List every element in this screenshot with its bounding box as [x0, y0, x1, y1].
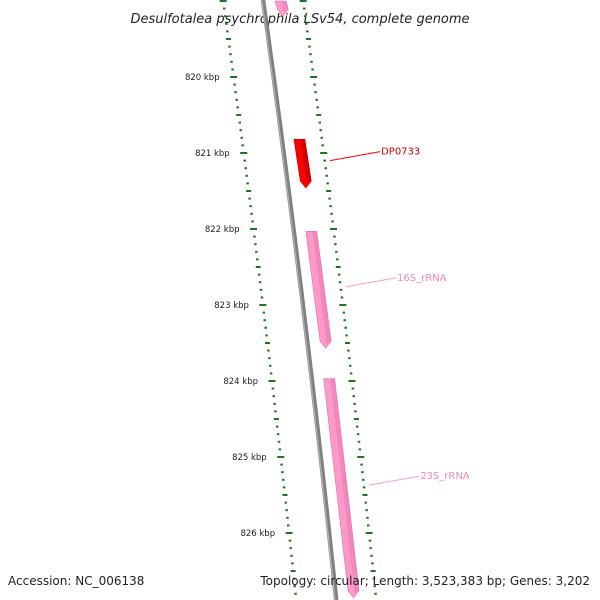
- arrow-shade: [300, 139, 312, 184]
- label-leader: [369, 475, 420, 486]
- tick-label: 820 kbp: [185, 73, 220, 83]
- tick-marks: 820 kbp 821 kbp 822 kbp 823 kbp 824 kbp 825 k…: [185, 0, 377, 595]
- arrow-shade: [281, 1, 289, 12]
- tick-label: 826 kbp: [240, 529, 275, 539]
- feature-label-16s_rrna: 16S_rRNA: [397, 273, 447, 284]
- feature-label-dp0733: DP0733: [381, 147, 420, 158]
- label-leader: [345, 277, 397, 288]
- feature-label-23s_rrna: 23S_rRNA: [420, 471, 470, 482]
- tick-label: 823 kbp: [214, 301, 249, 311]
- label-leader: [330, 151, 381, 162]
- features: [274, 0, 360, 599]
- tick-label: 825 kbp: [232, 453, 267, 463]
- feature-labels: DP0733 16S_rRNA 23S_rRNA: [330, 147, 470, 486]
- backbone-highlight: [261, 0, 336, 600]
- arrow-shade: [330, 378, 359, 594]
- map-title: Desulfotalea psychrophila LSv54, complet…: [130, 12, 469, 27]
- topology-text: Topology: circular; Length: 3,523,383 bp…: [260, 574, 590, 588]
- tick-label: 824 kbp: [223, 377, 258, 387]
- tick-label: 822 kbp: [205, 225, 240, 235]
- arrow-shade: [312, 231, 332, 345]
- tick-label: 821 kbp: [195, 149, 230, 159]
- backbone-strand: [260, 0, 339, 600]
- genome-backbone: [260, 0, 339, 600]
- accession-text: Accession: NC_006138: [8, 574, 145, 588]
